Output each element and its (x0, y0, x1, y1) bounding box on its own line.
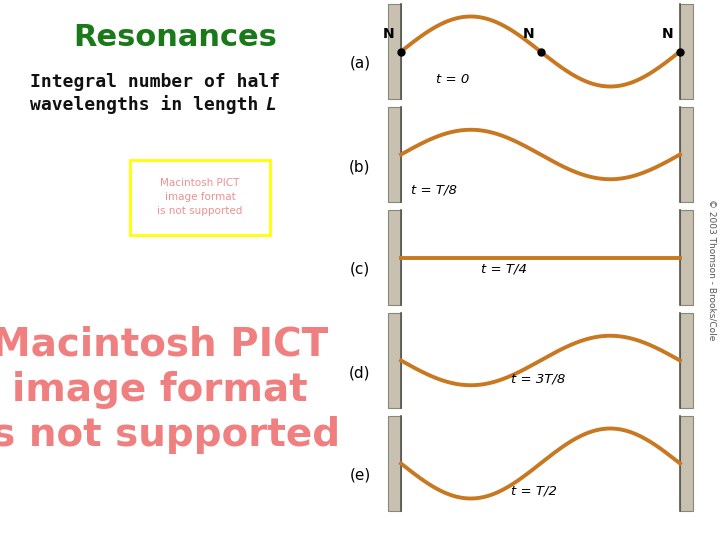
Text: (c): (c) (350, 262, 370, 277)
Bar (680, 416, 693, 511)
Bar (388, 210, 401, 305)
Bar (680, 4, 693, 99)
Text: Macintosh PICT
image format
is not supported: Macintosh PICT image format is not suppo… (0, 326, 341, 455)
Text: t = T/4: t = T/4 (481, 263, 527, 276)
Text: t = T/8: t = T/8 (411, 184, 457, 197)
Bar (388, 313, 401, 408)
Bar (130, 160, 270, 235)
Text: wavelengths in length: wavelengths in length (30, 96, 269, 114)
Bar (388, 107, 401, 202)
Text: t = 3T/8: t = 3T/8 (511, 372, 565, 385)
Bar (388, 416, 401, 511)
Text: t = 0: t = 0 (436, 73, 469, 86)
Text: (b): (b) (349, 159, 371, 174)
Text: (d): (d) (349, 365, 371, 380)
Text: (e): (e) (349, 468, 371, 483)
Bar (388, 4, 401, 99)
Bar (680, 210, 693, 305)
Text: © 2003 Thomson - Brooks/Cole: © 2003 Thomson - Brooks/Cole (708, 199, 716, 341)
Text: (a): (a) (349, 56, 371, 71)
Text: N: N (383, 26, 395, 40)
Text: Integral number of half: Integral number of half (30, 73, 280, 91)
Text: Macintosh PICT
image format
is not supported: Macintosh PICT image format is not suppo… (157, 179, 243, 217)
Text: L: L (265, 96, 276, 114)
Text: N: N (662, 26, 674, 40)
Bar (680, 107, 693, 202)
Text: N: N (523, 26, 534, 40)
Bar (680, 313, 693, 408)
Text: Resonances: Resonances (73, 24, 277, 52)
Text: t = T/2: t = T/2 (511, 485, 557, 498)
